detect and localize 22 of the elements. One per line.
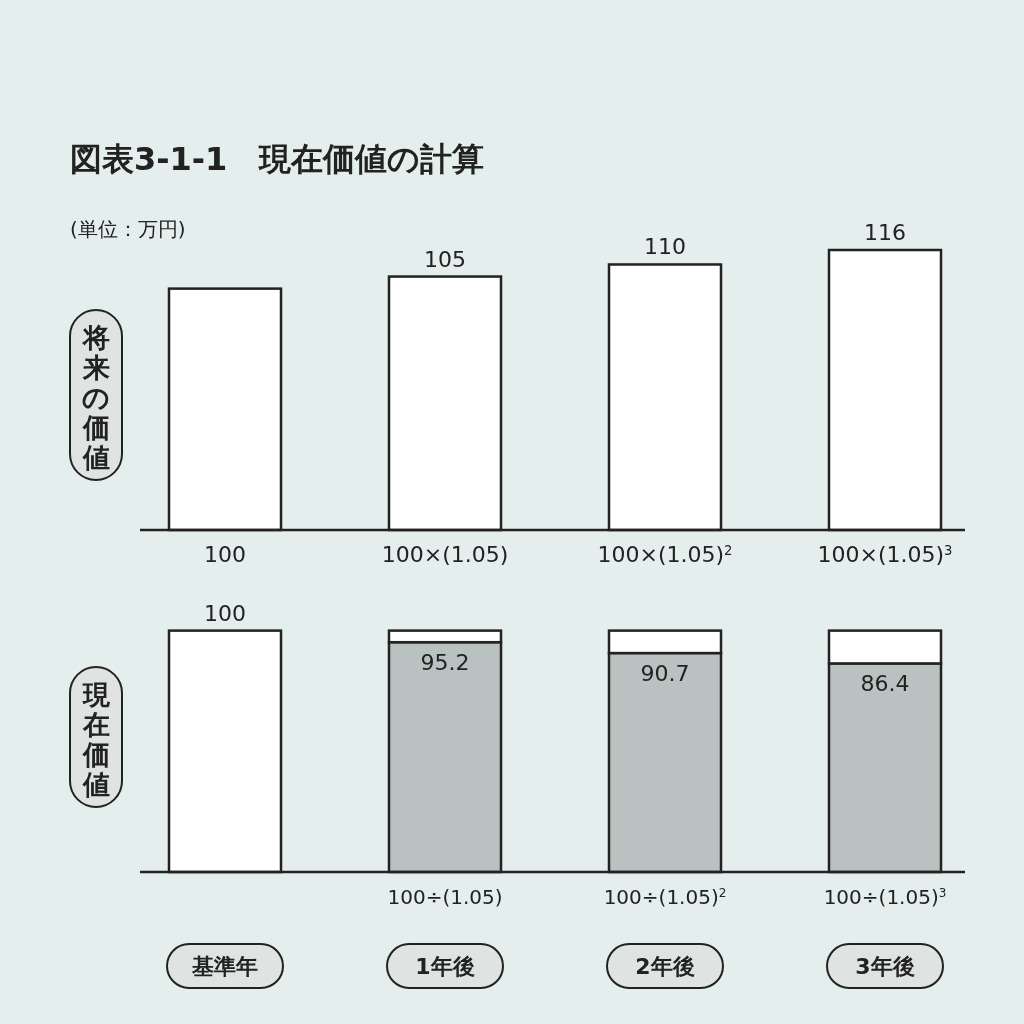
x-tick-label: 100×(1.05) (381, 542, 509, 567)
annotation: 100÷(1.05)$^{2}$ (603, 885, 727, 909)
data-label: 90.7 (640, 661, 690, 687)
x-tick-label: 3年後 (855, 954, 915, 979)
y-axis-title: 現在価値 (82, 679, 110, 800)
annotation: 100÷(1.05) (387, 885, 503, 909)
x-tick-label: 2年後 (635, 954, 695, 979)
data-label: 86.4 (860, 671, 910, 697)
x-tick-label: 1年後 (415, 954, 475, 979)
chart-title: 図表3-1-1 現在価値の計算 (70, 140, 485, 178)
data-label: 95.2 (420, 650, 470, 676)
x-tick-label: 基準年 (191, 954, 258, 979)
x-tick-label: 100×(1.05)$^{3}$ (817, 542, 953, 567)
y-axis-title: 将来の価値 (82, 322, 110, 473)
x-tick-label: 100×(1.05)$^{2}$ (597, 542, 733, 567)
chart-subtitle: (単位：万円) (70, 217, 186, 241)
data-label: 110 (644, 234, 686, 260)
data-label: 100 (204, 600, 246, 626)
x-tick-label: 100 (204, 542, 246, 567)
data-label: 116 (864, 220, 906, 245)
data-label: 105 (424, 246, 466, 272)
annotation: 100÷(1.05)$^{3}$ (823, 885, 947, 909)
